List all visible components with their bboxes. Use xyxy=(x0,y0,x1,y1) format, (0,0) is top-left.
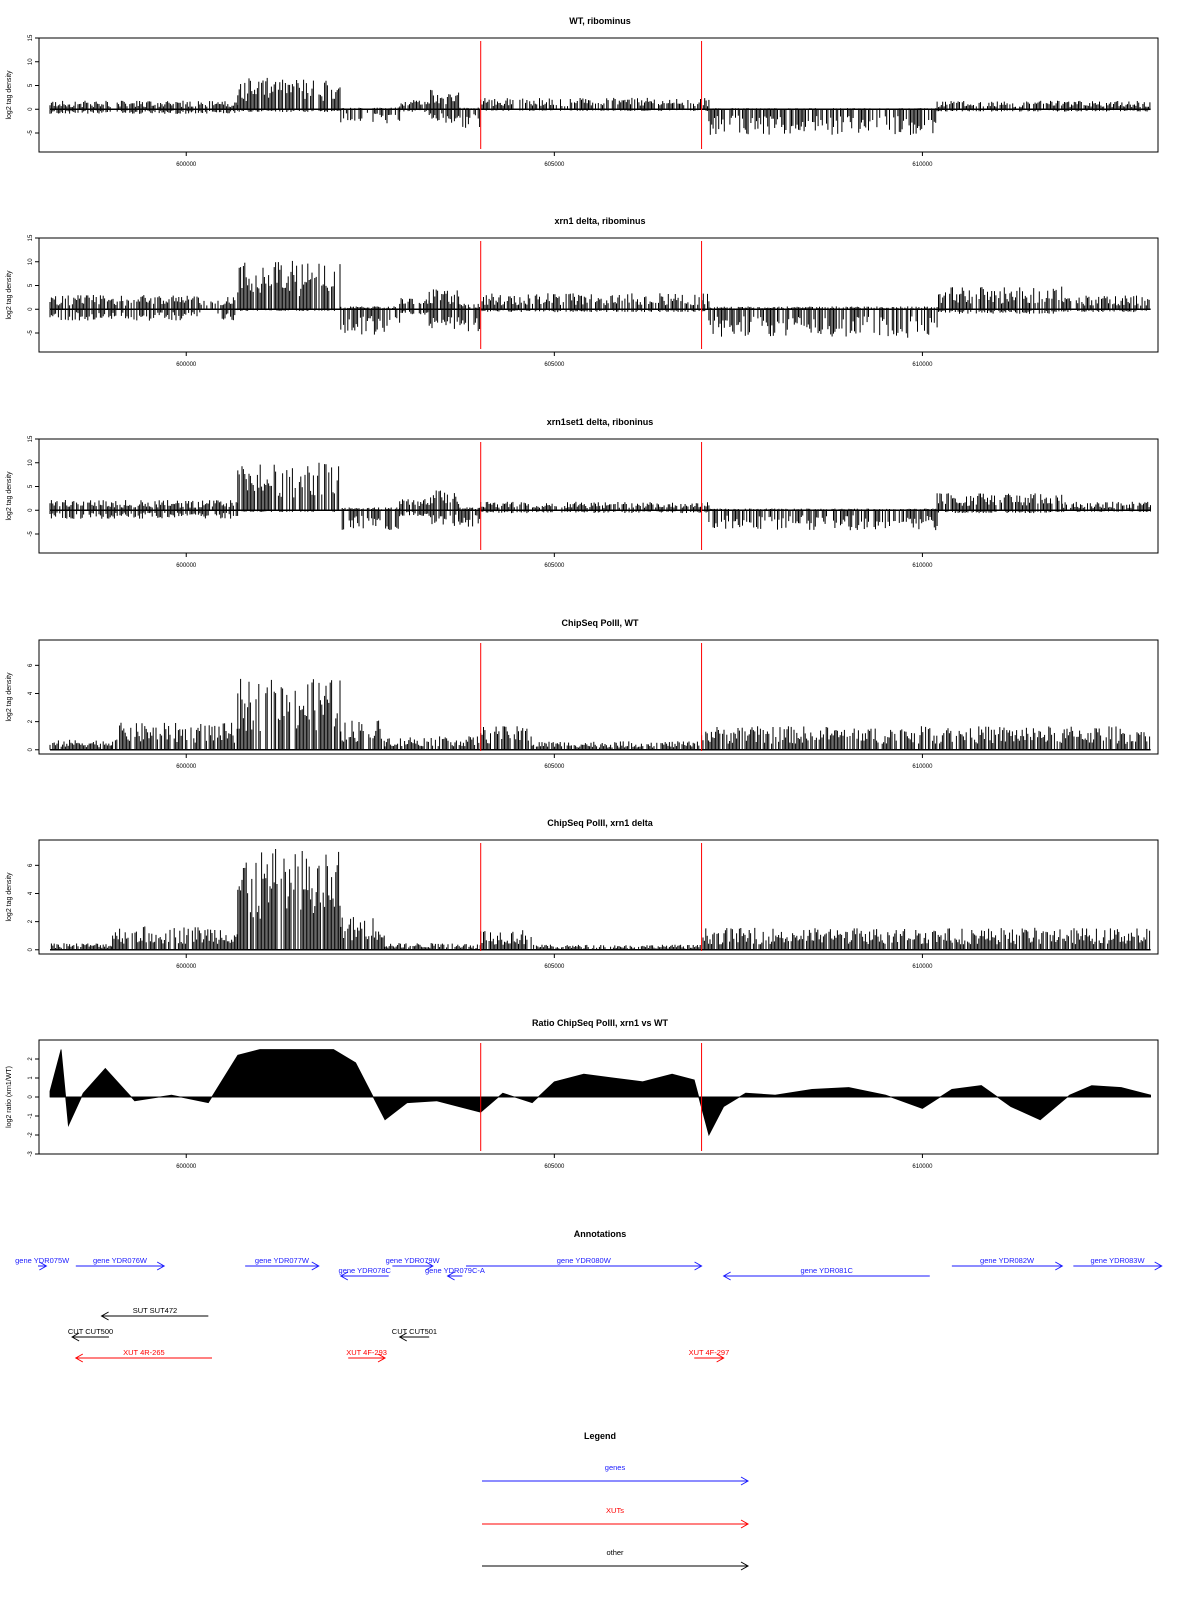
data-marks xyxy=(49,260,1151,338)
data-segment xyxy=(533,944,701,950)
y-axis-label: log2 tag density xyxy=(6,70,13,120)
chart-title: ChipSeq PolII, WT xyxy=(562,618,639,628)
x-tick-label: 610000 xyxy=(912,162,933,168)
data-marks xyxy=(49,462,1151,531)
y-tick-label: 15 xyxy=(28,34,34,41)
y-tick-label: 10 xyxy=(28,459,34,466)
y-tick-label: 0 xyxy=(28,107,34,111)
plot-frame xyxy=(38,438,1159,554)
data-segment xyxy=(1061,295,1150,313)
y-axis-label: log2 tag density xyxy=(6,471,13,521)
data-segment xyxy=(458,303,481,332)
y-tick-label: 0 xyxy=(28,508,34,512)
data-segment xyxy=(237,678,341,750)
y-tick-label: 10 xyxy=(28,258,34,265)
chart-panel: xrn1 delta, ribominus log2 tag density -5 0… xyxy=(6,216,1159,368)
y-axis-label: log2 tag density xyxy=(6,270,13,320)
chart-title: xrn1set1 delta, riboninus xyxy=(547,417,654,427)
chart-title: WT, ribominus xyxy=(569,16,631,26)
data-marks xyxy=(49,77,1151,135)
data-segment xyxy=(49,100,239,114)
data-segment xyxy=(480,97,710,111)
data-segment xyxy=(399,100,430,112)
data-segment xyxy=(428,89,460,123)
y-tick-label: 0 xyxy=(28,307,34,311)
data-segment xyxy=(384,736,480,750)
data-segment xyxy=(49,739,113,750)
data-segment xyxy=(708,508,938,531)
y-axis-label: log2 tag density xyxy=(6,672,13,722)
y-tick-label: 5 xyxy=(28,283,34,287)
x-tick-label: 605000 xyxy=(544,563,565,569)
data-segment xyxy=(340,720,385,750)
data-segment xyxy=(237,77,341,112)
chart-panel: xrn1set1 delta, riboninus log2 tag densit… xyxy=(6,417,1159,569)
y-tick-label: 5 xyxy=(28,484,34,488)
y-tick-label: 15 xyxy=(28,435,34,442)
data-segment xyxy=(708,108,937,135)
y-tick-label: -5 xyxy=(28,330,34,336)
data-segment xyxy=(237,462,340,512)
plot-frame xyxy=(38,37,1159,153)
y-tick-label: 5 xyxy=(28,83,34,87)
data-segment xyxy=(428,289,460,329)
x-tick-label: 600000 xyxy=(176,563,197,569)
y-tick-label: 6 xyxy=(28,663,34,667)
y-tick-label: -5 xyxy=(28,531,34,537)
x-tick-label: 605000 xyxy=(544,764,565,770)
x-tick-label: 605000 xyxy=(544,362,565,368)
data-segment xyxy=(702,927,1151,950)
chart-panel: WT, ribominus log2 tag density -5 0 5 10 15 600… xyxy=(6,16,1159,168)
chart-title: xrn1 delta, ribominus xyxy=(554,216,645,226)
x-tick-label: 610000 xyxy=(912,764,933,770)
data-segment xyxy=(384,943,481,950)
data-segment xyxy=(50,943,113,950)
y-tick-label: 4 xyxy=(28,691,34,695)
data-marks xyxy=(49,678,1151,751)
data-segment xyxy=(340,306,401,335)
data-segment xyxy=(459,107,481,128)
data-segment xyxy=(237,260,341,311)
data-segment xyxy=(49,500,239,519)
x-tick-label: 610000 xyxy=(912,362,933,368)
data-segment xyxy=(531,741,700,750)
y-axis-label: log2 tag density xyxy=(6,872,13,922)
data-segment xyxy=(701,726,1151,750)
data-segment xyxy=(430,490,460,526)
data-segment xyxy=(237,849,341,950)
y-tick-label: 2 xyxy=(28,719,34,723)
y-tick-label: 0 xyxy=(28,747,34,751)
data-segment xyxy=(112,926,238,950)
chart-title: ChipSeq PolII, xrn1 delta xyxy=(547,818,654,828)
data-segment xyxy=(340,917,385,950)
plot-frame xyxy=(38,237,1159,353)
data-segment xyxy=(480,501,710,514)
x-tick-label: 605000 xyxy=(544,162,565,168)
data-segment xyxy=(399,499,430,516)
data-segment xyxy=(480,930,532,950)
data-segment xyxy=(1061,501,1151,512)
y-tick-label: 15 xyxy=(28,234,34,241)
data-segment xyxy=(708,306,938,338)
data-segment xyxy=(399,298,430,315)
y-tick-label: 10 xyxy=(28,58,34,65)
x-tick-label: 600000 xyxy=(176,362,197,368)
data-segment xyxy=(480,726,532,750)
y-tick-label: -5 xyxy=(28,130,34,136)
x-tick-label: 600000 xyxy=(176,162,197,168)
x-tick-label: 600000 xyxy=(176,764,197,770)
x-tick-label: 610000 xyxy=(912,563,933,569)
chart-panel: ChipSeq PolII, WT log2 tag density 0 2 4 6 600… xyxy=(6,618,1159,770)
data-segment xyxy=(49,295,236,321)
data-segment xyxy=(458,507,481,527)
chart-panel: ChipSeq PolII, xrn1 delta log2 tag densit… xyxy=(6,818,1159,970)
data-segment xyxy=(112,722,238,750)
data-marks xyxy=(50,849,1151,951)
plot-frame xyxy=(38,639,1159,755)
